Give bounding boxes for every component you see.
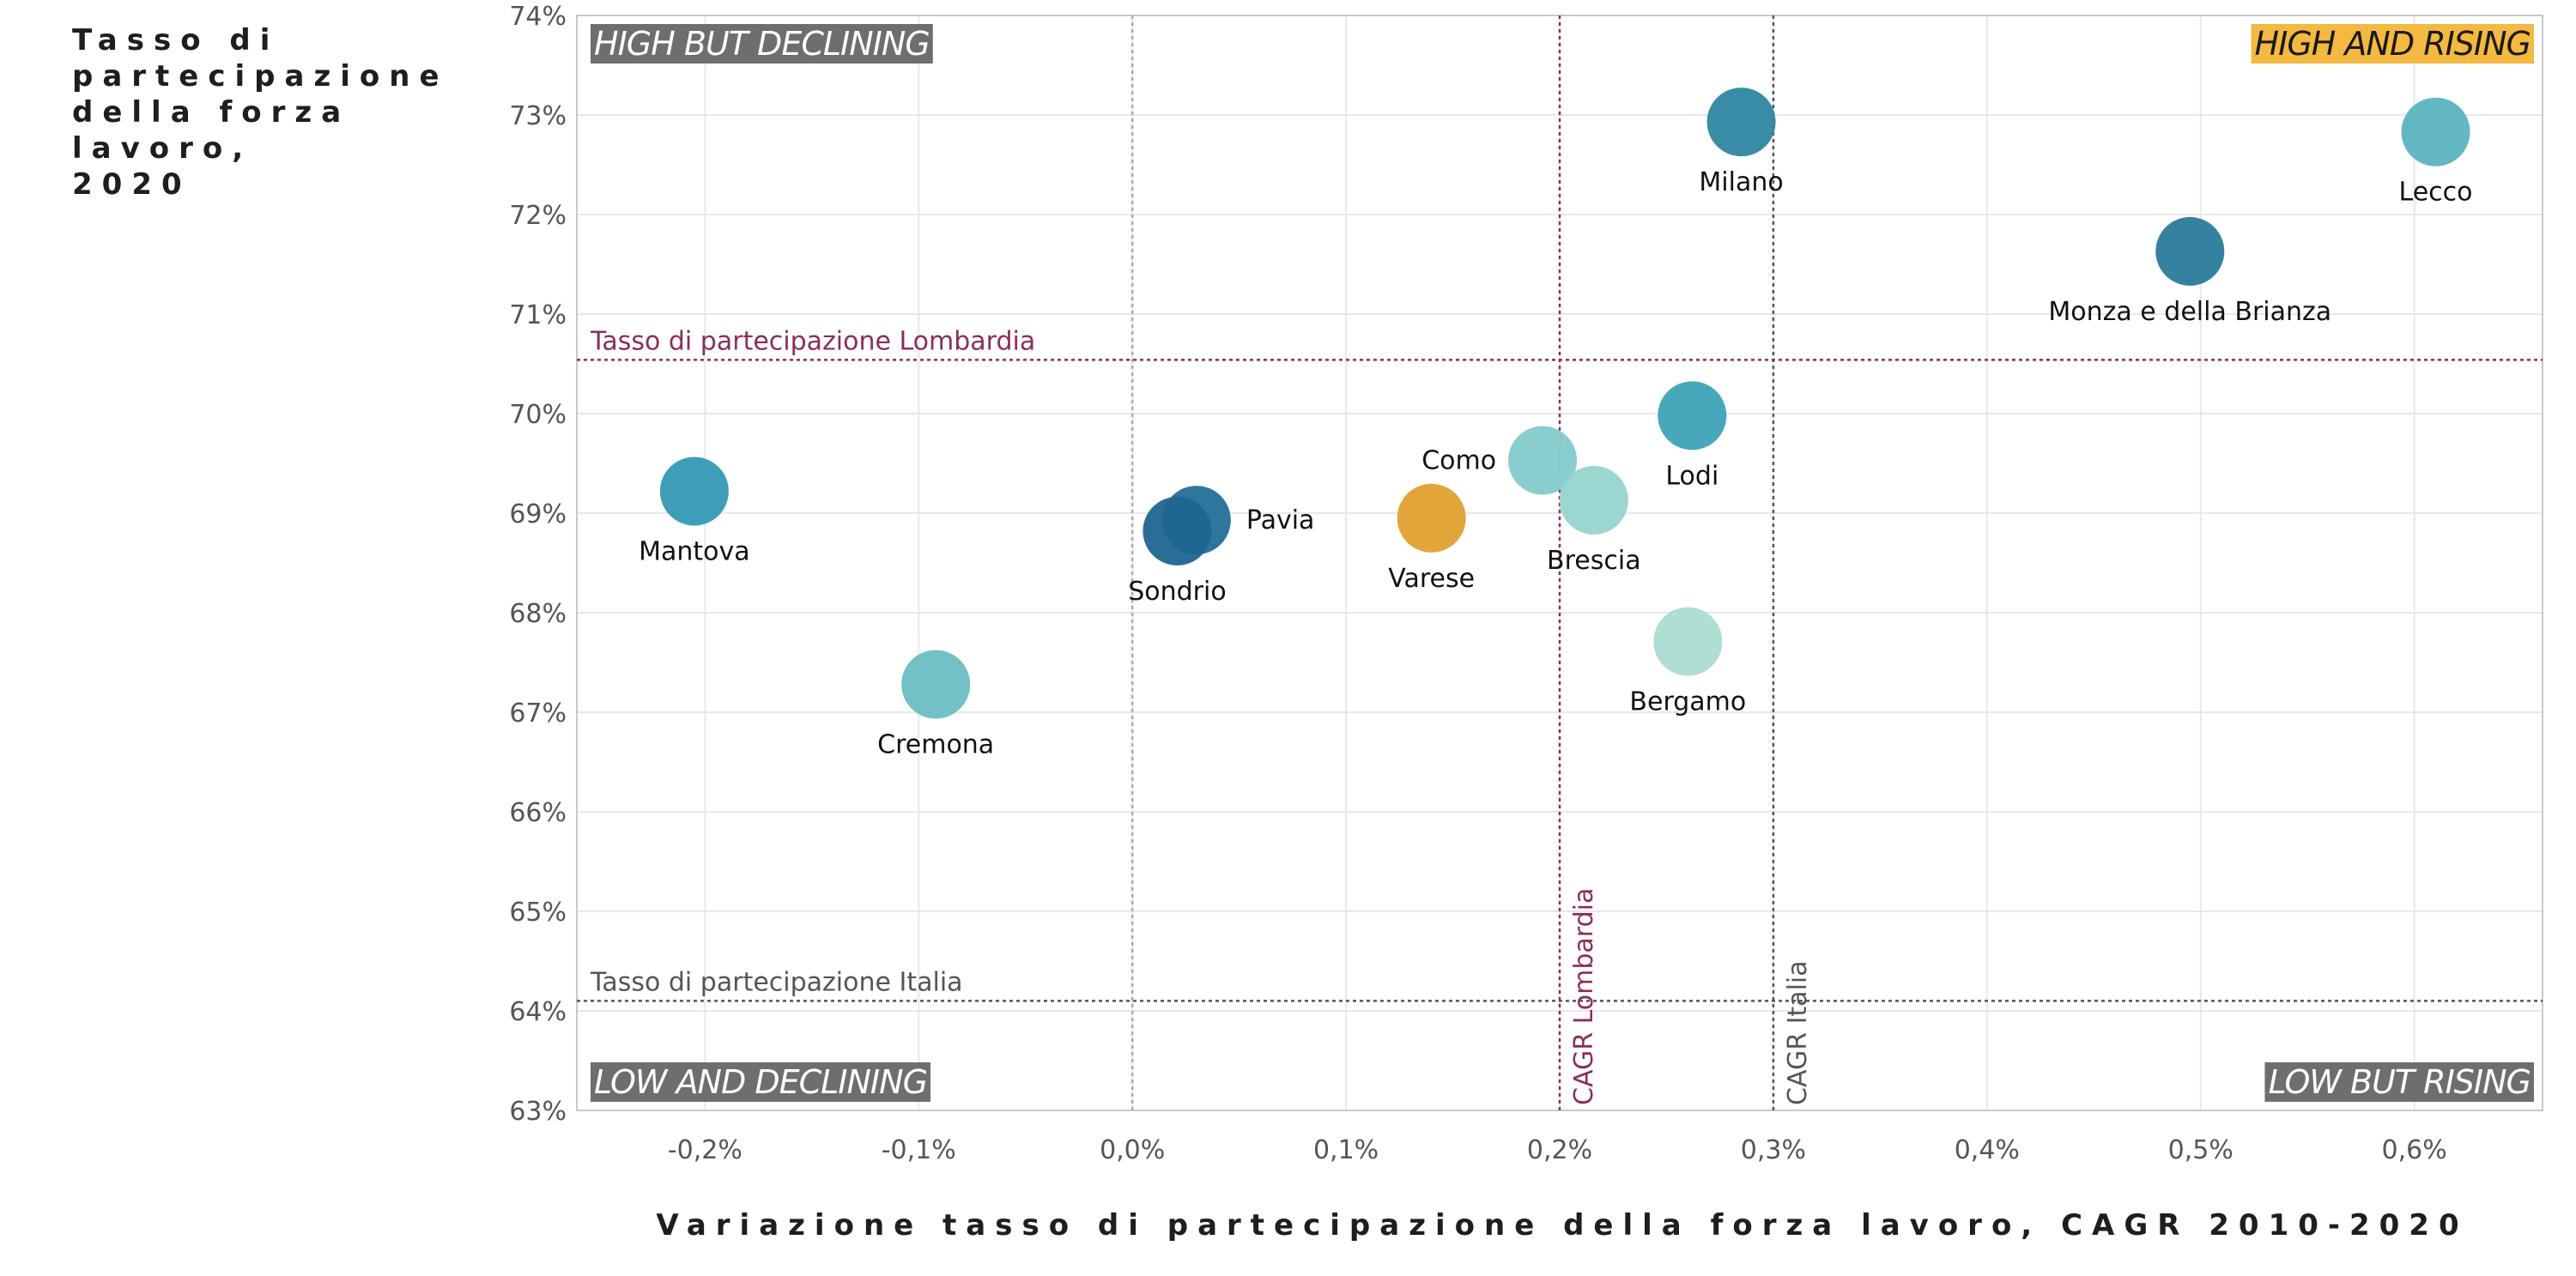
y-tick-label: 68% — [509, 599, 567, 629]
data-point — [2401, 97, 2470, 166]
x-tick-label: 0,3% — [1741, 1135, 1806, 1165]
x-tick-label: 0,5% — [2168, 1135, 2234, 1165]
data-label: Bergamo — [1629, 687, 1746, 717]
y-axis-title-line: della forza lavoro, — [72, 95, 351, 166]
y-axis-title-line: partecipazione — [72, 59, 449, 94]
quadrant-label-bg — [591, 24, 933, 63]
y-tick-label: 70% — [509, 400, 567, 430]
x-tick-label: -0,2% — [668, 1135, 742, 1165]
x-axis-title: Variazione tasso di partecipazione della… — [656, 1208, 2469, 1243]
reference-line-label: CAGR Lombardia — [1569, 888, 1599, 1105]
x-tick-label: 0,1% — [1313, 1135, 1379, 1165]
x-tick-label: 0,6% — [2382, 1135, 2447, 1165]
reference-line-label: CAGR Italia — [1783, 960, 1813, 1105]
y-tick-label: 74% — [509, 2, 567, 32]
data-point — [901, 650, 971, 719]
y-tick-label: 72% — [509, 201, 567, 231]
data-label: Pavia — [1246, 505, 1315, 535]
reference-line-label: Tasso di partecipazione Italia — [590, 967, 963, 997]
data-point — [1658, 381, 1727, 451]
data-point — [1559, 465, 1628, 535]
data-point — [1706, 88, 1776, 157]
data-label: Lodi — [1665, 461, 1718, 491]
quadrant-label-bg — [591, 1062, 931, 1102]
reference-line-label: Tasso di partecipazione Lombardia — [590, 326, 1035, 356]
y-tick-label: 73% — [509, 101, 567, 131]
data-label: Como — [1421, 446, 1496, 476]
y-tick-label: 67% — [509, 698, 567, 729]
quadrant-label: LOW AND DECLINING — [594, 1063, 927, 1101]
data-label: Cremona — [877, 730, 994, 760]
quadrant-label: LOW BUT RISING — [2268, 1063, 2531, 1101]
data-point — [1653, 607, 1723, 676]
x-tick-label: 0,0% — [1100, 1135, 1165, 1165]
y-tick-label: 66% — [509, 798, 567, 828]
y-axis-title-line: 2020 — [72, 167, 191, 202]
data-label: Sondrio — [1128, 577, 1226, 607]
y-axis-title-line: Tasso di — [72, 23, 280, 57]
y-axis-title: Tasso di partecipazione della forza lavo… — [72, 22, 518, 203]
data-point — [1397, 483, 1466, 553]
data-label: Milano — [1699, 167, 1783, 197]
x-tick-label: 0,4% — [1955, 1135, 2020, 1165]
data-point — [1143, 496, 1212, 565]
x-tick-label: -0,1% — [882, 1135, 956, 1165]
data-point — [2155, 216, 2225, 286]
x-tick-label: 0,2% — [1527, 1135, 1592, 1165]
quadrant-label-bg — [2264, 1062, 2534, 1102]
y-tick-label: 69% — [509, 499, 567, 529]
data-point — [1508, 426, 1578, 495]
data-label: Monza e della Brianza — [2048, 297, 2331, 327]
quadrant-label: HIGH AND RISING — [2255, 25, 2531, 63]
y-tick-label: 64% — [509, 997, 567, 1027]
quadrant-label: HIGH BUT DECLINING — [594, 25, 930, 63]
data-label: Varese — [1388, 564, 1475, 594]
data-label: Mantova — [639, 536, 750, 566]
y-tick-label: 71% — [509, 300, 567, 330]
y-tick-label: 65% — [509, 898, 567, 928]
data-label: Brescia — [1547, 546, 1641, 576]
y-tick-label: 63% — [509, 1097, 567, 1127]
quadrant-label-bg — [2251, 24, 2534, 63]
data-label: Lecco — [2399, 178, 2473, 208]
data-point — [659, 457, 729, 526]
